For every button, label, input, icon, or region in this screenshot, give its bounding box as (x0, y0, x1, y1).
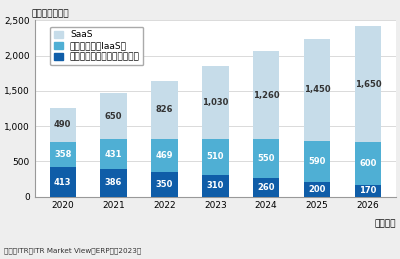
Text: 出典：ITR『ITR Market View：ERP市噗2023』: 出典：ITR『ITR Market View：ERP市噗2023』 (4, 247, 141, 254)
Bar (50, 142, 76, 168)
Text: 826: 826 (156, 105, 173, 114)
Bar (355, 185, 381, 197)
Bar (50, 108, 76, 142)
Bar (253, 178, 279, 197)
Bar (100, 93, 127, 139)
Bar (304, 39, 330, 141)
Text: 1,260: 1,260 (253, 91, 280, 99)
Bar (202, 175, 228, 197)
Bar (253, 140, 279, 178)
Text: 600: 600 (359, 159, 376, 168)
Legend: SaaS, パッケージ（IaaS）, パッケージ（オンプレミス）: SaaS, パッケージ（IaaS）, パッケージ（オンプレミス） (50, 27, 144, 65)
Text: 200: 200 (308, 185, 326, 194)
Bar (50, 168, 76, 197)
Text: （単位：億円）: （単位：億円） (31, 10, 69, 19)
Text: 350: 350 (156, 180, 173, 189)
Text: 1,650: 1,650 (354, 80, 381, 89)
Text: 413: 413 (54, 177, 72, 186)
Bar (202, 139, 228, 175)
Text: 1,030: 1,030 (202, 98, 228, 107)
Text: 1,450: 1,450 (304, 85, 330, 94)
Text: 170: 170 (359, 186, 376, 195)
Bar (151, 172, 178, 197)
Bar (100, 139, 127, 169)
Text: 260: 260 (258, 183, 275, 192)
Bar (100, 169, 127, 197)
Text: （年度）: （年度） (374, 220, 396, 228)
Text: 490: 490 (54, 120, 72, 130)
Bar (304, 183, 330, 197)
Text: 590: 590 (308, 157, 326, 166)
Text: 650: 650 (105, 112, 122, 121)
Text: 358: 358 (54, 150, 72, 159)
Text: 469: 469 (156, 151, 173, 160)
Text: 310: 310 (207, 181, 224, 190)
Text: 431: 431 (105, 150, 122, 159)
Bar (304, 141, 330, 183)
Text: 386: 386 (105, 178, 122, 188)
Bar (151, 139, 178, 172)
Bar (355, 26, 381, 142)
Text: 550: 550 (258, 154, 275, 163)
Bar (253, 51, 279, 140)
Bar (151, 81, 178, 139)
Text: 510: 510 (206, 152, 224, 161)
Bar (355, 142, 381, 185)
Bar (202, 66, 228, 139)
